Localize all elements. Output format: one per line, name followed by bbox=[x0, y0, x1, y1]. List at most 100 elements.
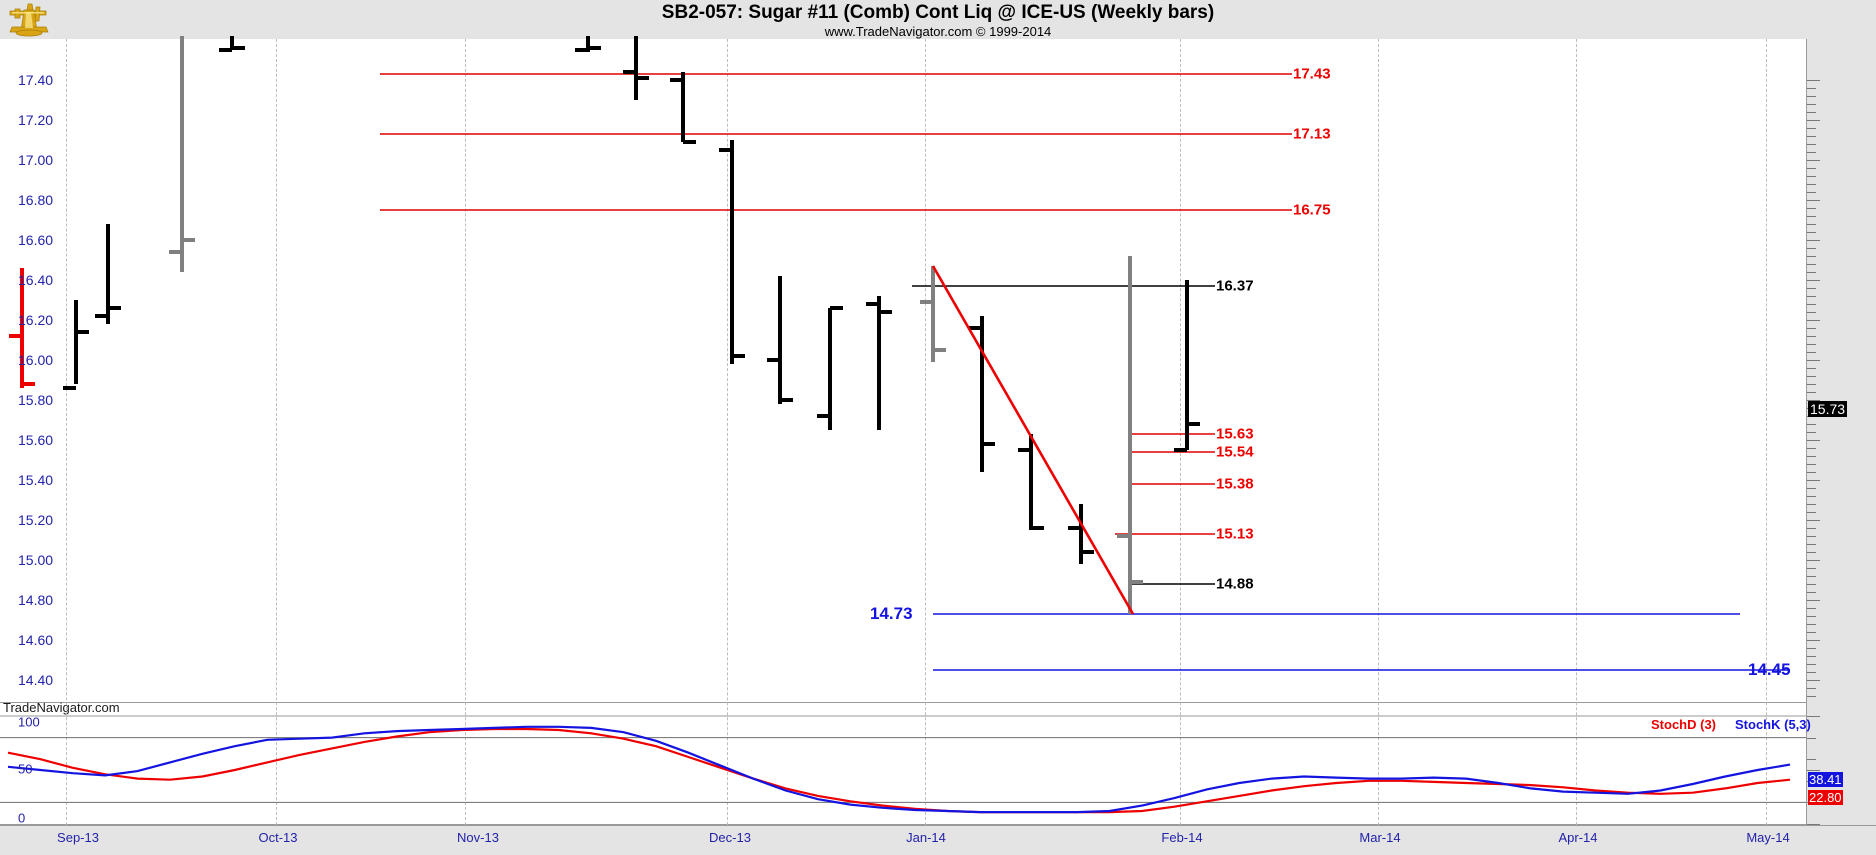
indicator-tick-0: 0 bbox=[18, 810, 26, 826]
price-axis-tick bbox=[1807, 456, 1816, 457]
price-axis-tick bbox=[1807, 272, 1816, 273]
price-axis-tick bbox=[1807, 512, 1816, 513]
xaxis-label-sep-13: Sep-13 bbox=[57, 830, 99, 845]
indicator-axis-tick bbox=[1807, 770, 1820, 771]
price-axis-tick bbox=[1807, 568, 1816, 569]
price-axis-tick bbox=[1807, 504, 1816, 505]
price-axis-tick bbox=[1807, 592, 1816, 593]
price-axis-tick bbox=[1807, 432, 1816, 433]
price-axis-tick bbox=[1807, 160, 1820, 161]
price-axis-tick bbox=[1807, 624, 1816, 625]
indicator-axis-tick bbox=[1807, 759, 1816, 761]
level-14-88[interactable]: 14.88 bbox=[1216, 575, 1254, 593]
price-axis-label-16-00: 16.00 bbox=[18, 352, 54, 368]
price-axis-tick bbox=[1807, 384, 1816, 385]
price-axis-tick bbox=[1807, 480, 1820, 481]
xaxis-label-feb-14: Feb-14 bbox=[1161, 830, 1203, 845]
price-axis-tick bbox=[1807, 144, 1816, 145]
price-axis-tick bbox=[1807, 328, 1816, 329]
price-axis-label-16-80: 16.80 bbox=[18, 192, 54, 208]
price-axis-tick bbox=[1807, 472, 1816, 473]
level-17-13[interactable]: 17.13 bbox=[1293, 125, 1331, 143]
price-axis-tick bbox=[1807, 640, 1820, 641]
indicator-axis-tick bbox=[1807, 737, 1816, 739]
price-axis-tick bbox=[1807, 288, 1816, 289]
price-axis-tick bbox=[1807, 296, 1816, 297]
price-axis-tick bbox=[1807, 304, 1816, 305]
xaxis-label-may-14: May-14 bbox=[1746, 830, 1790, 845]
level-15-38[interactable]: 15.38 bbox=[1216, 475, 1254, 493]
level-16-75[interactable]: 16.75 bbox=[1293, 201, 1331, 219]
price-axis-label-16-40: 16.40 bbox=[18, 272, 54, 288]
price-axis-tick bbox=[1807, 80, 1820, 81]
price-axis-tick bbox=[1807, 232, 1816, 233]
gridline-mar-14 bbox=[1378, 39, 1379, 825]
price-axis-label-17-00: 17.00 bbox=[18, 152, 54, 168]
price-axis-tick bbox=[1807, 648, 1816, 649]
sextant-logo-icon bbox=[9, 3, 49, 37]
gridline-feb-14 bbox=[1180, 39, 1181, 825]
level-14-45[interactable]: 14.45 bbox=[1748, 660, 1791, 679]
level-16-37[interactable]: 16.37 bbox=[1216, 277, 1254, 295]
price-axis-tick bbox=[1807, 360, 1820, 361]
header-subtitle: www.TradeNavigator.com © 1999-2014 bbox=[824, 24, 1052, 39]
level-15-63[interactable]: 15.63 bbox=[1216, 425, 1254, 443]
price-axis-tick bbox=[1807, 192, 1816, 193]
level-15-13[interactable]: 15.13 bbox=[1216, 525, 1254, 543]
price-axis-tick bbox=[1807, 200, 1820, 201]
legend-stoch-k[interactable]: StochK (5,3) bbox=[1735, 717, 1811, 732]
level-17-43[interactable]: 17.43 bbox=[1293, 65, 1331, 83]
gridline-oct-13 bbox=[276, 39, 277, 825]
price-axis-tick bbox=[1807, 224, 1816, 225]
xaxis-label-mar-14: Mar-14 bbox=[1359, 830, 1401, 845]
price-axis-tick bbox=[1807, 544, 1816, 545]
price-axis-tick bbox=[1807, 88, 1816, 89]
price-axis-tick bbox=[1807, 616, 1816, 617]
price-axis-tick bbox=[1807, 248, 1816, 249]
xaxis-label-nov-13: Nov-13 bbox=[457, 830, 499, 845]
price-axis-tick bbox=[1807, 128, 1816, 129]
gridline-jan-14 bbox=[925, 39, 926, 825]
price-axis-tick bbox=[1807, 216, 1816, 217]
price-axis-tick bbox=[1807, 184, 1816, 185]
price-axis-tick bbox=[1807, 680, 1820, 681]
price-axis-label-14-60: 14.60 bbox=[18, 632, 54, 648]
price-axis-tick bbox=[1807, 320, 1820, 321]
price-axis-label-16-20: 16.20 bbox=[18, 312, 54, 328]
date-axis[interactable] bbox=[0, 825, 1876, 855]
price-axis-tick bbox=[1807, 520, 1820, 521]
price-axis-tick bbox=[1807, 576, 1816, 577]
price-axis-tick bbox=[1807, 552, 1816, 553]
chart-header: SB2-057: Sugar #11 (Comb) Cont Liq @ ICE… bbox=[0, 0, 1876, 39]
level-15-54[interactable]: 15.54 bbox=[1216, 443, 1254, 461]
indicator-tick-50: 50 bbox=[18, 761, 33, 777]
gridline-apr-14 bbox=[1576, 39, 1577, 825]
xaxis-label-dec-13: Dec-13 bbox=[709, 830, 751, 845]
legend-stoch-d[interactable]: StochD (3) bbox=[1651, 717, 1716, 732]
price-pane[interactable] bbox=[0, 39, 1806, 703]
price-axis-tick bbox=[1807, 440, 1820, 441]
price-axis-label-15-20: 15.20 bbox=[18, 512, 54, 528]
price-axis-tick bbox=[1807, 344, 1816, 345]
indicator-tick-100: 100 bbox=[18, 714, 40, 730]
price-axis-tick bbox=[1807, 96, 1816, 97]
price-axis-label-16-60: 16.60 bbox=[18, 232, 54, 248]
price-axis-tick bbox=[1807, 104, 1816, 105]
level-14-73[interactable]: 14.73 bbox=[870, 604, 913, 623]
price-axis-label-14-80: 14.80 bbox=[18, 592, 54, 608]
price-axis-tick bbox=[1807, 696, 1816, 697]
stoch-k-value-badge: 38.41 bbox=[1808, 772, 1843, 787]
price-axis-column[interactable] bbox=[1806, 39, 1876, 825]
price-axis-tick bbox=[1807, 488, 1816, 489]
price-axis-tick bbox=[1807, 256, 1816, 257]
price-axis-label-15-00: 15.00 bbox=[18, 552, 54, 568]
xaxis-label-jan-14: Jan-14 bbox=[906, 830, 946, 845]
xaxis-label-apr-14: Apr-14 bbox=[1558, 830, 1598, 845]
price-axis-tick bbox=[1807, 584, 1816, 585]
gridline-sep-13 bbox=[66, 39, 67, 825]
price-axis-label-15-80: 15.80 bbox=[18, 392, 54, 408]
indicator-pane[interactable] bbox=[0, 715, 1806, 825]
current-price-badge: 15.73 bbox=[1808, 401, 1848, 417]
price-axis-tick bbox=[1807, 392, 1816, 393]
